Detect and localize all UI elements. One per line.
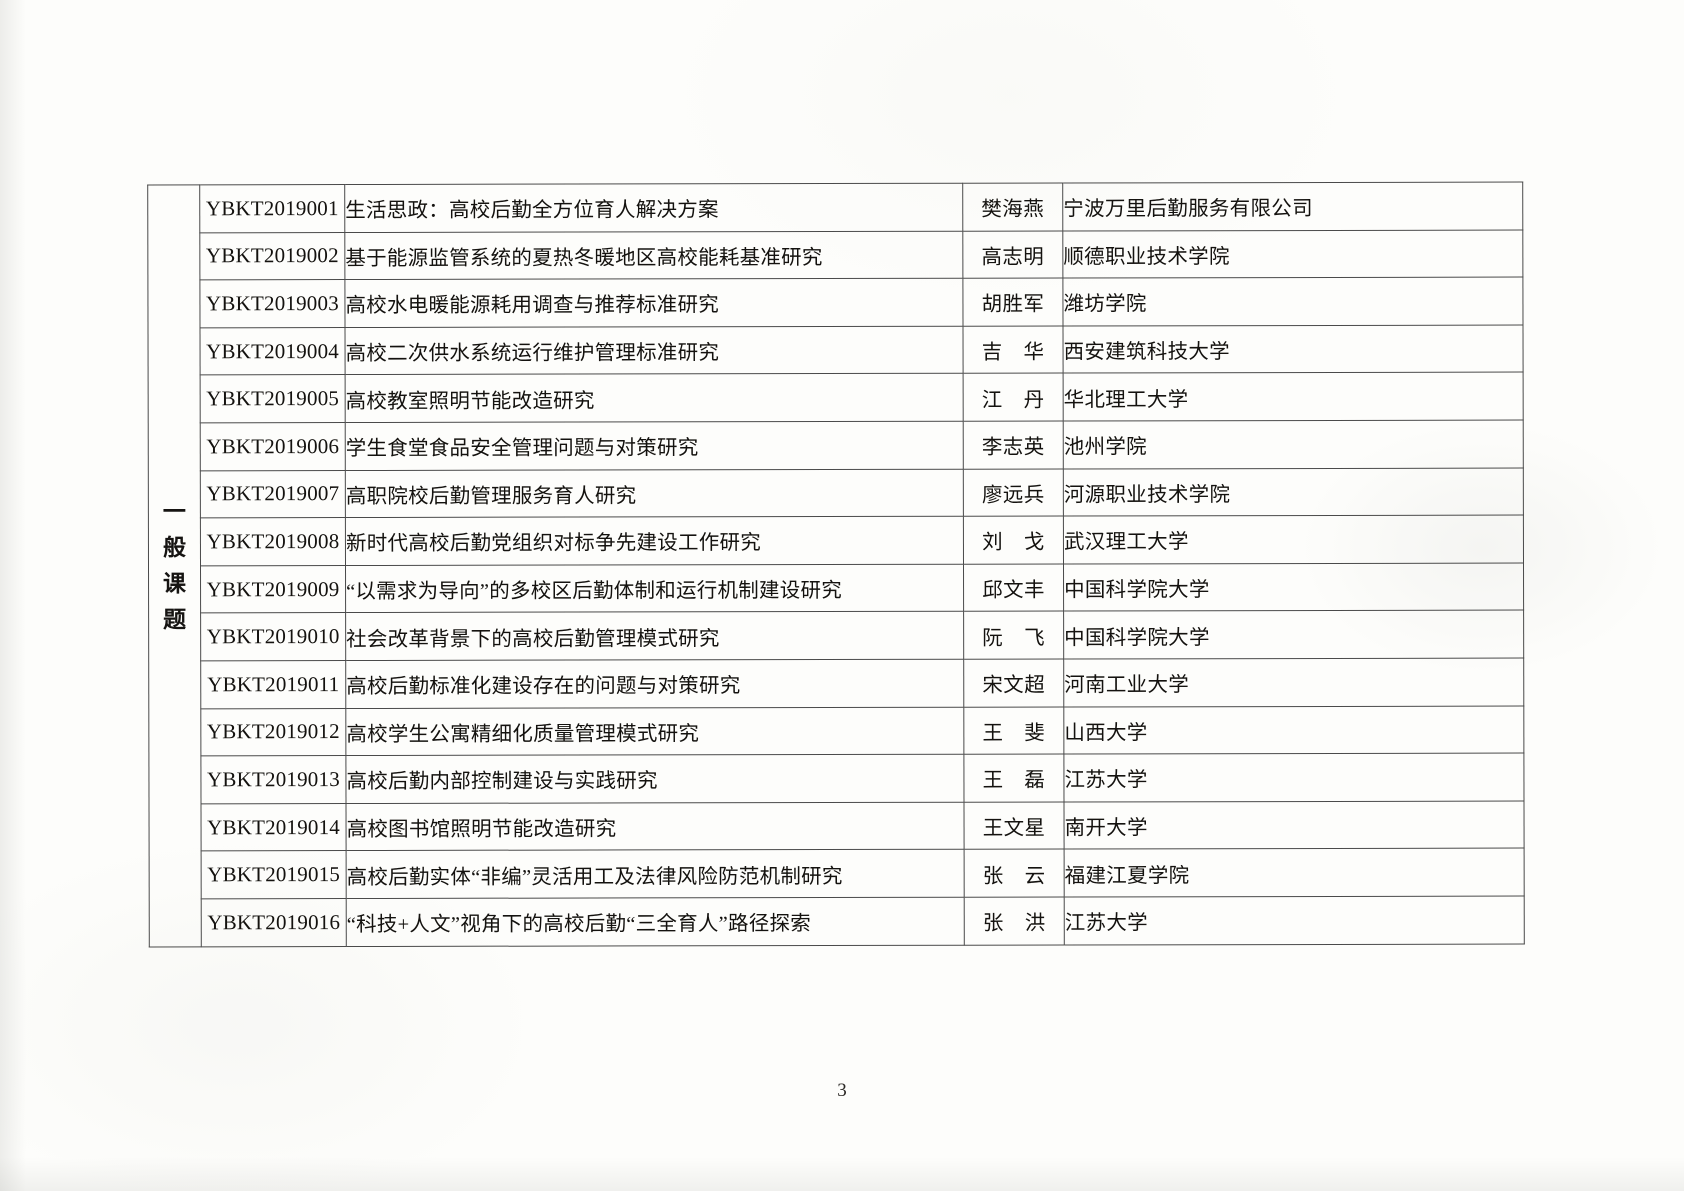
project-leader-cell: 高志明 <box>962 230 1063 279</box>
category-label-cell: 一般课题 <box>147 184 202 947</box>
project-leader-cell: 宋文超 <box>963 658 1064 707</box>
scan-edge-shadow-left <box>0 0 26 1191</box>
project-title-cell: 高校后勤标准化建设存在的问题与对策研究 <box>345 659 964 709</box>
table-row: YBKT2019010 社会改革背景下的高校后勤管理模式研究阮 飞中国科学院大学 <box>149 610 1524 661</box>
project-institution-cell: 江苏大学 <box>1063 753 1524 802</box>
project-code-cell: YBKT2019013 <box>200 755 346 804</box>
project-title-cell: 社会改革背景下的高校后勤管理模式研究 <box>345 611 964 661</box>
category-label-char: 般 <box>162 535 186 561</box>
project-institution-cell: 顺德职业技术学院 <box>1062 229 1523 279</box>
project-institution-cell: 池州学院 <box>1063 420 1524 469</box>
table-row: 一般课题 YBKT2019001 生活思政：高校后勤全方位育人解决方案 樊海燕 宁波万里… <box>147 182 1523 947</box>
project-leader-cell: 邱文丰 <box>963 563 1064 612</box>
project-title-cell: 高职院校后勤管理服务育人研究 <box>345 468 964 518</box>
table-row: YBKT2019008 新时代高校后勤党组织对标争先建设工作研究刘 戈武汉理工大学 <box>148 515 1524 566</box>
project-leader-cell: 王 斐 <box>963 706 1064 755</box>
table-row: YBKT2019014 高校图书馆照明节能改造研究 王文星 南开大学 <box>149 800 1525 852</box>
project-institution-cell: 潍坊学院 <box>1062 277 1524 326</box>
scan-edge-shadow-bottom <box>0 1157 1684 1191</box>
project-title-cell: “以需求为导向”的多校区后勤体制和运行机制建设研究 <box>345 563 964 613</box>
project-institution-cell: 山西大学 <box>1063 705 1524 755</box>
project-code-cell: YBKT2019008 <box>200 517 346 566</box>
project-leader-cell: 张 洪 <box>964 896 1065 945</box>
table-row: YBKT2019011 高校后勤标准化建设存在的问题与对策研究 宋文超 河南工业大学 <box>149 657 1524 709</box>
project-institution-cell: 河南工业大学 <box>1063 657 1524 707</box>
project-code-cell: YBKT2019004 <box>200 327 346 376</box>
category-label-char: 一 <box>162 499 186 525</box>
project-leader-cell: 胡胜军 <box>962 278 1064 327</box>
project-institution-cell: 宁波万里后勤服务有限公司 <box>1062 182 1523 231</box>
project-code-cell: YBKT2019001 <box>199 184 345 233</box>
project-title-cell: 高校后勤内部控制建设与实践研究 <box>345 754 964 804</box>
project-institution-cell: 河源职业技术学院 <box>1063 467 1524 517</box>
project-title-cell: 生活思政：高校后勤全方位育人解决方案 <box>344 183 963 233</box>
project-code-cell: YBKT2019002 <box>199 232 345 281</box>
project-title-cell: 高校教室照明节能改造研究 <box>345 373 964 423</box>
project-institution-cell: 华北理工大学 <box>1063 372 1524 421</box>
category-label-char: 题 <box>163 607 187 633</box>
project-institution-cell: 西安建筑科技大学 <box>1063 324 1524 374</box>
project-institution-cell: 武汉理工大学 <box>1063 515 1524 564</box>
project-institution-cell: 福建江夏学院 <box>1064 848 1525 897</box>
project-code-cell: YBKT2019005 <box>200 374 346 423</box>
table-row: YBKT2019007 高职院校后勤管理服务育人研究 廖远兵 河源职业技术学院 <box>148 467 1524 518</box>
project-institution-cell: 中国科学院大学 <box>1063 562 1524 612</box>
table-row: YBKT2019005 高校教室照明节能改造研究江 丹华北理工大学 <box>148 372 1524 423</box>
project-institution-cell: 中国科学院大学 <box>1063 610 1524 659</box>
project-leader-cell: 廖远兵 <box>963 468 1064 517</box>
page-number: 3 <box>837 1080 847 1101</box>
project-leader-cell: 江 丹 <box>963 373 1064 422</box>
project-code-cell: YBKT2019011 <box>200 660 346 709</box>
project-code-cell: YBKT2019016 <box>201 898 347 947</box>
project-code-cell: YBKT2019006 <box>200 422 346 471</box>
table-row: YBKT2019003 高校水电暖能源耗用调查与推荐标准研究 胡胜军 潍坊学院 <box>148 277 1524 328</box>
project-leader-cell: 吉 华 <box>963 325 1064 374</box>
category-label-vertical: 一般课题 <box>149 499 200 633</box>
table-row: YBKT2019004 高校二次供水系统运行维护管理标准研究吉 华西安建筑科技大学 <box>148 324 1524 376</box>
project-institution-cell: 南开大学 <box>1063 800 1525 850</box>
project-list-table-body: 一般课题 YBKT2019001 生活思政：高校后勤全方位育人解决方案 樊海燕 宁波万里… <box>147 182 1525 947</box>
category-label-char: 课 <box>163 571 187 597</box>
project-leader-cell: 阮 飞 <box>963 611 1064 660</box>
project-institution-cell: 江苏大学 <box>1064 895 1525 945</box>
project-title-cell: 高校学生公寓精细化质量管理模式研究 <box>345 706 964 756</box>
table-row: YBKT2019015 高校后勤实体“非编”灵活用工及法律风险防范机制研究张 云福… <box>149 848 1525 899</box>
project-code-cell: YBKT2019010 <box>200 612 346 661</box>
project-leader-cell: 樊海燕 <box>962 183 1063 231</box>
project-leader-cell: 李志英 <box>963 420 1064 469</box>
project-code-cell: YBKT2019015 <box>201 850 347 899</box>
project-title-cell: 高校图书馆照明节能改造研究 <box>345 801 965 851</box>
project-title-cell: 高校后勤实体“非编”灵活用工及法律风险防范机制研究 <box>346 849 965 899</box>
project-leader-cell: 张 云 <box>964 849 1065 898</box>
table-row: YBKT2019009 “以需求为导向”的多校区后勤体制和运行机制建设研究 邱文丰中… <box>149 562 1524 614</box>
project-title-cell: “科技+人文”视角下的高校后勤“三全育人”路径探索 <box>346 897 965 947</box>
project-leader-cell: 王文星 <box>963 801 1065 850</box>
table-row: YBKT2019016 “科技+人文”视角下的高校后勤“三全育人”路径探索张 洪江… <box>149 895 1525 947</box>
project-code-cell: YBKT2019007 <box>200 470 346 518</box>
project-title-cell: 新时代高校后勤党组织对标争先建设工作研究 <box>345 516 964 566</box>
project-title-cell: 基于能源监管系统的夏热冬暖地区高校能耗基准研究 <box>344 230 963 280</box>
project-code-cell: YBKT2019009 <box>200 565 346 614</box>
table-row: YBKT2019006 学生食堂食品安全管理问题与对策研究 李志英 池州学院 <box>148 420 1524 471</box>
project-code-cell: YBKT2019012 <box>200 708 346 756</box>
table-row: YBKT2019002 基于能源监管系统的夏热冬暖地区高校能耗基准研究 高志明 顺德职… <box>148 229 1523 281</box>
project-title-cell: 学生食堂食品安全管理问题与对策研究 <box>345 421 964 471</box>
project-title-cell: 高校二次供水系统运行维护管理标准研究 <box>345 326 964 375</box>
table-row: YBKT2019013 高校后勤内部控制建设与实践研究王 磊江苏大学 <box>149 753 1524 804</box>
project-list-table-container: 一般课题 YBKT2019001 生活思政：高校后勤全方位育人解决方案 樊海燕 宁波万里… <box>147 182 1525 947</box>
table-row: YBKT2019012 高校学生公寓精细化质量管理模式研究王 斐山西大学 <box>149 705 1524 756</box>
project-title-cell: 高校水电暖能源耗用调查与推荐标准研究 <box>344 278 964 328</box>
project-list-table: 一般课题 YBKT2019001 生活思政：高校后勤全方位育人解决方案 樊海燕 宁波万里… <box>147 182 1525 947</box>
project-code-cell: YBKT2019014 <box>200 803 347 852</box>
project-leader-cell: 刘 戈 <box>963 516 1064 564</box>
project-leader-cell: 王 磊 <box>963 754 1064 802</box>
project-code-cell: YBKT2019003 <box>199 279 346 328</box>
